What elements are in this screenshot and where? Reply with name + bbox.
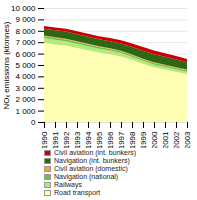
svg-text:NOₓ emissions (ktonnes): NOₓ emissions (ktonnes) (2, 21, 11, 109)
svg-text:1996: 1996 (106, 131, 115, 148)
svg-text:9 000: 9 000 (15, 15, 36, 24)
svg-text:2003: 2003 (183, 131, 192, 148)
html-text:Navigation (national): Navigation (national) (54, 173, 119, 180)
svg-text:1990: 1990 (40, 131, 49, 148)
svg-text:2001: 2001 (161, 131, 170, 148)
svg-text:1997: 1997 (117, 131, 126, 148)
svg-text:0: 0 (31, 118, 36, 127)
svg-text:1994: 1994 (84, 131, 93, 148)
svg-text:7 000: 7 000 (15, 38, 36, 47)
html-text:Civil aviation (domestic): Civil aviation (domestic) (54, 165, 128, 172)
svg-text:1992: 1992 (62, 131, 71, 148)
svg-text:6 000: 6 000 (15, 50, 36, 59)
svg-text:8 000: 8 000 (15, 27, 36, 36)
svg-text:1 000: 1 000 (15, 107, 36, 116)
svg-text:1991: 1991 (51, 131, 60, 148)
svg-text:1993: 1993 (73, 131, 82, 148)
svg-text:2000: 2000 (150, 131, 159, 148)
svg-text:2 000: 2 000 (15, 95, 36, 104)
html-text:Road transport: Road transport (54, 189, 101, 196)
html-text:Railways: Railways (54, 181, 82, 188)
svg-text:1995: 1995 (95, 131, 104, 148)
svg-text:1999: 1999 (139, 131, 148, 148)
svg-text:1998: 1998 (128, 131, 137, 148)
svg-text:10 000: 10 000 (11, 4, 36, 13)
svg-text:5 000: 5 000 (15, 61, 36, 70)
svg-text:3 000: 3 000 (15, 84, 36, 93)
html-text:Civil aviation (int. bunkers): Civil aviation (int. bunkers) (54, 149, 137, 156)
html-text:Navigation (int. bunkers): Navigation (int. bunkers) (54, 157, 130, 164)
svg-text:4 000: 4 000 (15, 72, 36, 81)
svg-text:2002: 2002 (172, 131, 181, 148)
